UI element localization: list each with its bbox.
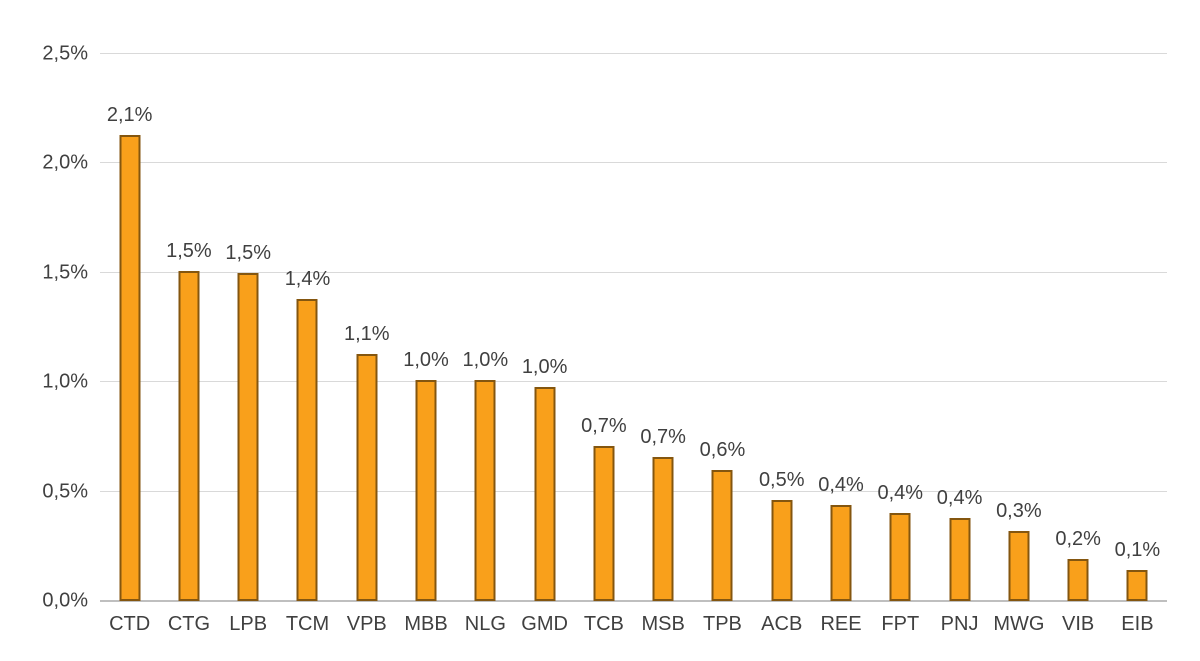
bars-container: 2,1% CTD 1,5% CTG 1,5% LPB 1,4% TCM 1,1% VPB 1,0% M…	[100, 54, 1167, 635]
x-category-label: MBB	[404, 613, 448, 635]
bar	[1067, 559, 1089, 601]
bar	[178, 270, 200, 601]
bar-column: 1,5% LPB	[219, 54, 278, 635]
bar-column: 1,0% GMD	[515, 54, 574, 635]
bar-column: 0,2% VIB	[1049, 54, 1108, 635]
bar-value-label: 0,4%	[936, 486, 983, 509]
x-category-label: MWG	[993, 613, 1045, 635]
bar	[771, 500, 793, 601]
bar-column: 0,5% ACB	[752, 54, 811, 635]
bar-column: 1,0% MBB	[396, 54, 455, 635]
bar	[830, 504, 852, 601]
bar	[949, 517, 971, 601]
x-category-label: VIB	[1062, 613, 1095, 635]
x-category-label: ACB	[761, 613, 803, 635]
x-category-label: GMD	[521, 613, 568, 635]
bar-column: 1,5% CTG	[159, 54, 218, 635]
bar	[1008, 530, 1030, 601]
y-tick-label: 2,5%	[42, 42, 88, 65]
x-category-label: MSB	[641, 613, 685, 635]
x-axis-line	[100, 600, 1167, 602]
bar	[237, 272, 259, 601]
bar-column: 0,7% TCB	[574, 54, 633, 635]
x-category-label: NLG	[464, 613, 506, 635]
bar-value-label: 1,4%	[284, 268, 331, 291]
bar-column: 0,4% PNJ	[930, 54, 989, 635]
bar-value-label: 0,4%	[818, 473, 864, 496]
gridline	[100, 381, 1167, 383]
bar-value-label: 0,5%	[758, 469, 805, 492]
x-category-label: CTD	[109, 613, 151, 635]
plot-area: 2,1% CTD 1,5% CTG 1,5% LPB 1,4% TCM 1,1% VPB 1,0% M…	[100, 53, 1167, 635]
gridline	[100, 162, 1167, 164]
gridline	[100, 53, 1167, 54]
y-tick-label: 2,0%	[42, 151, 88, 174]
bar	[356, 353, 378, 601]
bar	[534, 386, 556, 601]
x-category-label: EIB	[1121, 613, 1154, 635]
y-tick-label: 0,5%	[42, 480, 88, 503]
gridline	[100, 490, 1167, 492]
bar-value-label: 1,0%	[403, 349, 449, 372]
bar-value-label: 0,1%	[1114, 539, 1161, 562]
bar-column: 0,6% TPB	[693, 54, 752, 635]
x-category-label: PNJ	[940, 613, 979, 635]
x-category-label: FPT	[881, 613, 920, 635]
x-category-label: VPB	[346, 613, 387, 635]
x-category-label: REE	[820, 613, 862, 635]
bar-column: 1,1% VPB	[337, 54, 396, 635]
bar	[415, 380, 437, 601]
x-category-label: CTG	[167, 613, 211, 635]
bar-value-label: 0,2%	[1055, 528, 1101, 551]
y-axis: 0,0% 0,5% 1,0% 1,5% 2,0% 2,5%	[0, 43, 88, 612]
y-tick-label: 1,5%	[42, 261, 88, 284]
bar-column: 1,4% TCM	[278, 54, 337, 635]
x-category-label: LPB	[229, 613, 268, 635]
bar	[711, 469, 733, 601]
bar-value-label: 0,6%	[699, 438, 746, 461]
bar-column: 0,7% MSB	[634, 54, 693, 635]
bar	[889, 513, 911, 601]
bar-value-label: 1,0%	[521, 355, 568, 378]
bar-column: 0,4% REE	[811, 54, 870, 635]
bar-column: 2,1% CTD	[100, 54, 159, 635]
bar-value-label: 0,7%	[581, 414, 627, 437]
bar	[296, 299, 318, 601]
bar	[474, 380, 496, 601]
x-category-label: TCM	[285, 613, 330, 635]
bar-value-label: 1,5%	[225, 241, 271, 264]
bar-value-label: 0,3%	[996, 499, 1042, 522]
x-category-label: TCB	[583, 613, 624, 635]
bar-column: 0,4% FPT	[871, 54, 930, 635]
x-category-label: TPB	[703, 613, 742, 635]
y-tick-label: 0,0%	[42, 589, 88, 612]
bar-column: 0,3% MWG	[989, 54, 1048, 635]
bar	[593, 445, 615, 601]
bar-value-label: 2,1%	[106, 103, 153, 126]
bar-value-label: 0,7%	[640, 425, 686, 448]
bar-value-label: 1,5%	[166, 239, 212, 262]
bar	[1126, 570, 1148, 601]
bar-value-label: 1,1%	[343, 322, 390, 345]
bar	[652, 456, 674, 601]
bar-column: 1,0% NLG	[456, 54, 515, 635]
bar	[119, 134, 141, 601]
bar-value-label: 1,0%	[462, 349, 509, 372]
bar-column: 0,1% EIB	[1108, 54, 1167, 635]
bar-value-label: 0,4%	[877, 482, 924, 505]
gridline	[100, 271, 1167, 273]
y-tick-label: 1,0%	[42, 370, 88, 393]
